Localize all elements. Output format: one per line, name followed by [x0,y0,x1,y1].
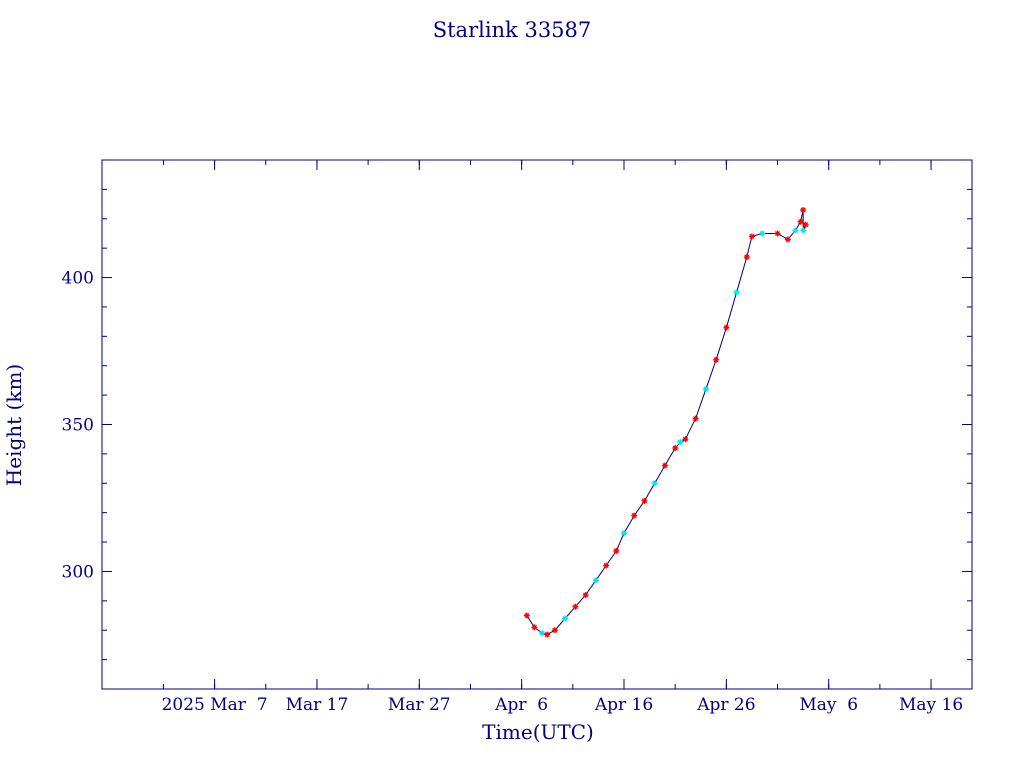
y-tick-label: 350 [62,416,94,436]
axis-ticks [102,159,972,690]
data-point [672,445,679,451]
axis-tick-labels: 2025 Mar 7 Mar 17 Mar 27 Apr 6 Apr 16 Apr 26 M… [62,269,964,715]
data-point [544,631,551,638]
data-point [800,207,807,213]
data-point [802,221,809,228]
series-layer [523,207,809,638]
data-point [631,512,638,519]
x-tick-label: Apr 6 [494,695,548,715]
data-point [792,227,799,234]
y-tick-label: 400 [62,269,94,289]
data-point [677,439,684,446]
data-point [774,230,781,237]
data-point [797,218,804,225]
data-point [759,230,766,237]
data-point [784,236,791,243]
data-point [539,630,546,637]
data-point [800,227,807,234]
y-axis-label: Height (km) [2,364,26,486]
plot-frame [101,159,973,690]
data-point [551,627,558,634]
data-point [713,356,720,363]
x-tick-label: May 6 [799,695,858,715]
chart-title: Starlink 33587 [433,18,592,42]
data-point [682,436,689,443]
data-point [641,497,648,504]
series-line [526,209,807,636]
data-point [592,577,599,584]
data-point [603,562,610,569]
x-tick-label: May 16 [899,695,963,715]
x-tick-label: 2025 Mar 7 [162,695,268,715]
x-tick-label: Mar 17 [286,695,349,715]
data-point [572,603,579,610]
x-axis-label: Time(UTC) [482,720,594,744]
data-point [562,615,569,622]
data-point [531,624,538,631]
x-tick-label: Apr 26 [696,695,755,715]
data-point [661,462,668,469]
data-point [582,592,589,598]
y-tick-label: 300 [62,562,94,582]
data-point [523,612,530,619]
data-point [748,233,755,240]
x-tick-label: Mar 27 [388,695,451,715]
data-point [621,530,627,537]
x-tick-label: Apr 16 [594,695,653,715]
data-point [743,254,750,260]
data-point [723,324,730,331]
data-point [692,415,699,422]
data-point [651,480,658,487]
data-point [733,289,740,296]
data-point [613,547,620,554]
data-point [702,386,709,393]
